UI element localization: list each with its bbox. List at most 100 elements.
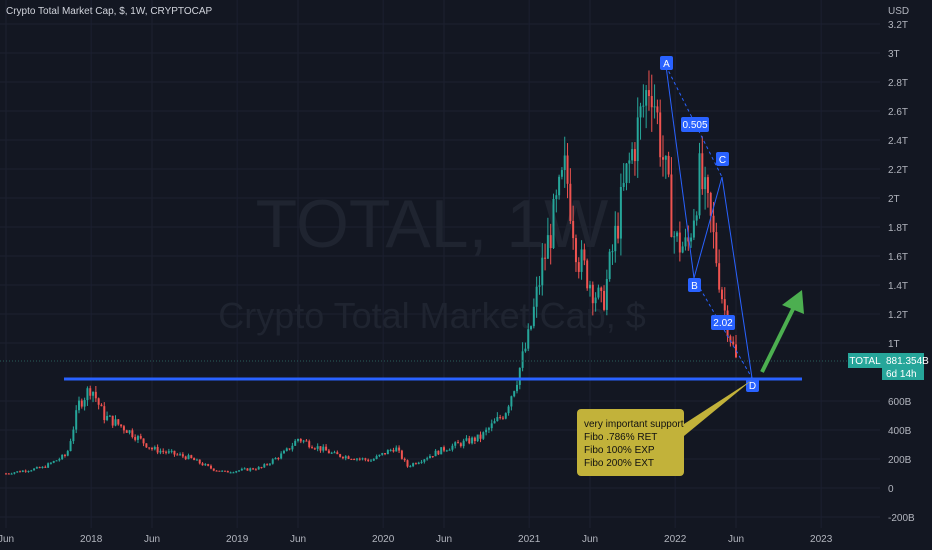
candle-body (33, 468, 36, 471)
candle-body (603, 290, 606, 310)
time-tick-label: Jun (728, 534, 744, 545)
candle-body (274, 457, 277, 460)
candle-body (521, 351, 524, 368)
candle-body (532, 306, 535, 327)
price-axis[interactable]: USD -200B 0 200B 400B 600B 1T 1.2T 1.4T 1.6T 1.8T… (888, 6, 915, 524)
ratio-xab-label: 0.505 (682, 120, 707, 131)
harmonic-pattern[interactable]: A B C D 0.505 2.02 (660, 56, 759, 392)
candle-body (285, 448, 288, 451)
candle-body (583, 249, 586, 261)
candle-body (555, 195, 558, 199)
candle-body (471, 437, 474, 444)
candle-body (170, 450, 173, 452)
watermark-description: Crypto Total Market Cap, $ (218, 295, 646, 336)
candle-body (406, 460, 409, 467)
candle-body (678, 232, 681, 253)
candle-body (636, 117, 639, 162)
time-axis[interactable]: Jun 2018 Jun 2019 Jun 2020 Jun 2021 Jun 2022 Jun 20… (0, 534, 833, 545)
candle-body (386, 450, 389, 455)
candle-body (560, 170, 563, 177)
support-callout[interactable]: very important support Fibo .786% RET Fi… (577, 380, 752, 476)
candle-body (280, 453, 283, 459)
candle-body (712, 215, 715, 233)
candle-body (106, 415, 109, 421)
candle-body (353, 459, 356, 461)
candle-body (16, 471, 19, 473)
candle-body (52, 461, 55, 463)
time-tick-label: Jun (0, 534, 14, 545)
candle-body (563, 155, 566, 171)
candle-body (619, 186, 622, 239)
time-tick-label: 2021 (518, 534, 541, 545)
harmonic-dashed-bd (693, 277, 753, 379)
candle-body (417, 462, 420, 464)
candle-body (288, 448, 291, 450)
candle-body (490, 423, 493, 429)
candle-body (66, 451, 69, 456)
callout-pointer (684, 380, 752, 436)
candle-body (246, 468, 249, 471)
candle-body (224, 470, 226, 472)
candle-body (254, 469, 257, 471)
candle-body (162, 450, 165, 452)
candle-body (240, 468, 243, 471)
candle-body (445, 450, 448, 452)
candle-body (428, 456, 431, 459)
candle-body (327, 450, 330, 454)
point-c-label: C (719, 155, 726, 166)
candle-body (381, 453, 384, 455)
candle-body (30, 470, 33, 472)
price-tick-label: 600B (888, 397, 912, 408)
time-tick-label: Jun (290, 534, 306, 545)
candle-body (673, 236, 676, 238)
candle-body (80, 400, 83, 407)
candle-body (594, 297, 597, 304)
candle-body (639, 106, 642, 118)
candle-body (297, 438, 299, 441)
candle-body (263, 464, 266, 468)
candle-body (527, 329, 530, 349)
point-a-marker (660, 56, 673, 70)
bullish-arrow[interactable] (760, 290, 804, 373)
candle-body (266, 464, 269, 466)
time-tick-label: 2018 (80, 534, 103, 545)
point-b-marker (688, 278, 701, 292)
candle-body (723, 299, 726, 311)
candle-body (617, 225, 620, 239)
price-tick-label: 2.2T (888, 165, 908, 176)
time-tick-label: 2023 (810, 534, 833, 545)
candle-body (27, 471, 30, 473)
callout-line-4: Fibo 200% EXT (584, 458, 654, 469)
candle-body (600, 287, 603, 291)
candle-body (187, 455, 190, 460)
candle-body (670, 174, 673, 237)
price-tick-label: 3.2T (888, 20, 908, 31)
candle-body (235, 471, 238, 473)
candle-body (479, 434, 482, 439)
candle-body (701, 153, 704, 190)
candle-body (173, 450, 176, 455)
candle-body (319, 446, 322, 451)
candle-body (100, 404, 103, 407)
candle-body (63, 454, 66, 456)
point-a-label: A (663, 59, 670, 70)
candle-body (633, 149, 636, 162)
candle-body (291, 445, 294, 450)
candle-body (513, 391, 516, 397)
candle-body (195, 459, 198, 461)
point-b-label: B (691, 281, 698, 292)
candle-body (114, 419, 117, 426)
candle-body (659, 112, 662, 158)
candle-body (370, 460, 372, 462)
harmonic-leg-bc (693, 176, 723, 279)
candle-body (268, 463, 271, 465)
time-tick-label: Jun (144, 534, 160, 545)
candle-body (19, 471, 22, 473)
candle-body (125, 430, 128, 433)
candle-body (706, 177, 709, 193)
candle-body (311, 447, 314, 449)
candle-body (572, 220, 575, 239)
candle-body (294, 440, 297, 446)
